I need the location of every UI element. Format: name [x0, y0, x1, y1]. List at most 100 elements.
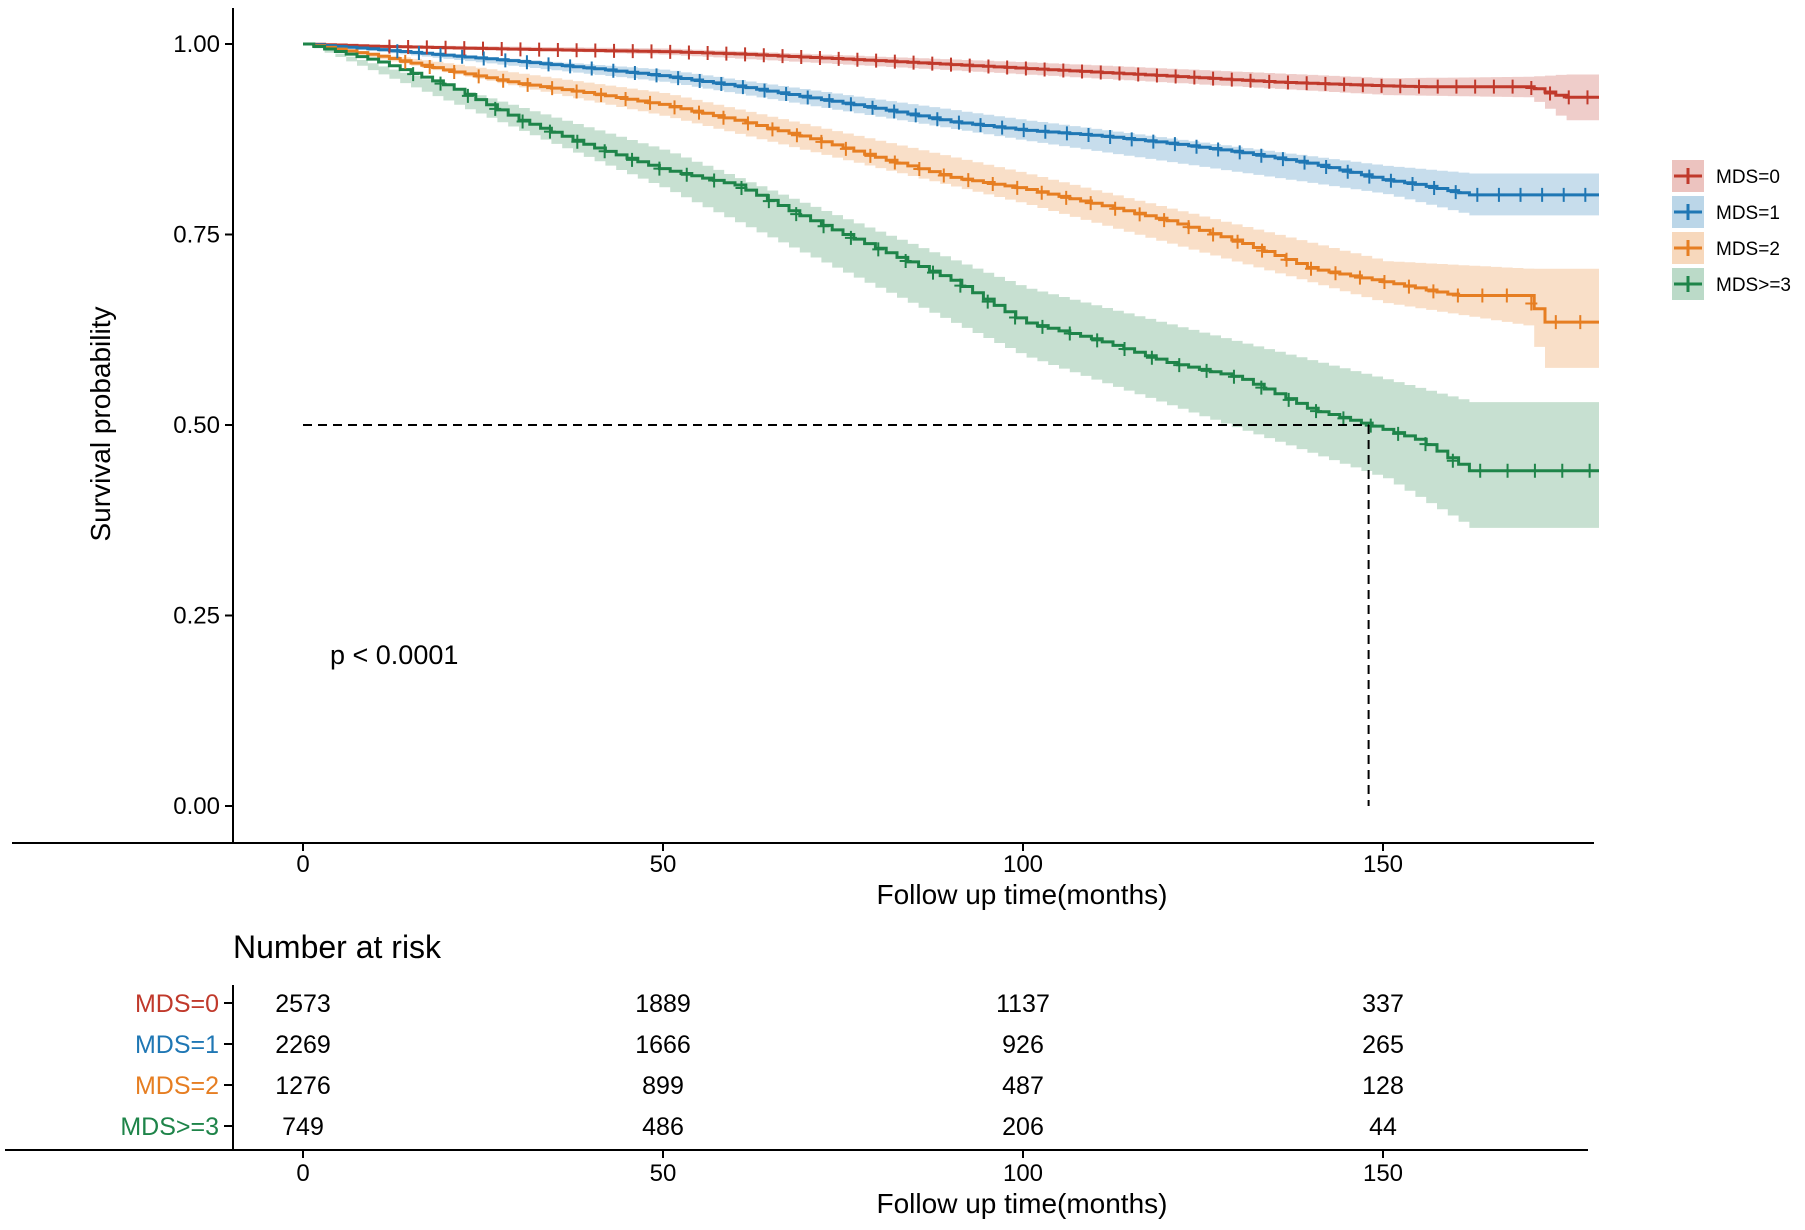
censor-mark — [1063, 326, 1076, 341]
censor-mark — [1363, 169, 1376, 184]
censor-mark — [1501, 463, 1514, 478]
censor-mark — [931, 112, 944, 127]
risk-cell: 487 — [1002, 1072, 1044, 1100]
legend-item-mds-2: MDS=2 — [1672, 232, 1780, 264]
risk-cell: 926 — [1002, 1031, 1044, 1059]
censor-mark — [982, 59, 995, 74]
censor-mark — [1300, 76, 1313, 91]
censor-mark — [626, 152, 639, 167]
censor-mark — [1506, 79, 1519, 94]
censor-mark — [570, 84, 583, 99]
censor-mark — [1536, 187, 1549, 202]
censor-mark — [1353, 270, 1366, 285]
censor-mark — [1450, 79, 1463, 94]
median-lines — [303, 424, 1370, 806]
censor-mark — [1338, 77, 1351, 92]
censor-mark — [1263, 74, 1276, 89]
censor-mark — [668, 100, 681, 115]
censor-mark — [1188, 70, 1201, 85]
risk-cell: 899 — [642, 1072, 684, 1100]
censor-mark — [399, 54, 412, 69]
censor-mark — [1200, 363, 1213, 378]
censor-mark — [1471, 187, 1484, 202]
censor-mark — [564, 59, 577, 74]
censor-mark — [680, 167, 693, 182]
legend-item-mds-0: MDS=0 — [1672, 160, 1780, 192]
censor-mark — [717, 110, 730, 125]
censor-mark — [872, 242, 885, 257]
censor-mark — [1169, 69, 1182, 84]
risk-cell: 2573 — [275, 990, 331, 1018]
censor-mark — [899, 254, 912, 269]
legend-label: MDS=1 — [1716, 203, 1780, 224]
risk-table-title: Number at risk — [233, 929, 442, 965]
censor-mark — [701, 46, 714, 61]
y-ticks: 0.00 0.25 0.50 0.75 1.00 — [173, 31, 233, 820]
risk-cell: 337 — [1362, 990, 1404, 1018]
censor-mark — [489, 101, 502, 116]
risk-cell: 265 — [1362, 1031, 1404, 1059]
axes: Survival probability Follow up time(mont… — [12, 8, 1594, 910]
censor-mark — [1487, 79, 1500, 94]
y-tick-label: 0.75 — [173, 222, 220, 249]
censor-mark — [693, 74, 706, 89]
censor-mark — [456, 49, 469, 64]
censor-mark — [1341, 164, 1354, 179]
censor-mark — [693, 105, 705, 120]
censor-mark — [813, 50, 826, 65]
censor-mark — [439, 40, 452, 55]
censor-mark — [628, 66, 641, 81]
censor-mark — [598, 144, 611, 159]
censor-mark — [1474, 463, 1487, 478]
censor-mark — [1158, 213, 1171, 228]
risk-cell: 1276 — [275, 1072, 331, 1100]
censor-mark — [986, 176, 999, 191]
legend-label: MDS=2 — [1716, 239, 1780, 260]
censor-mark — [1109, 201, 1122, 216]
censor-mark — [1446, 453, 1459, 468]
censor-mark — [954, 278, 967, 293]
risk-cell: 2269 — [275, 1031, 331, 1059]
censor-mark — [839, 141, 852, 156]
censor-mark — [866, 100, 879, 115]
censor-mark — [762, 194, 775, 209]
censor-mark — [1256, 243, 1269, 258]
censor-mark — [1207, 227, 1220, 242]
censor-mark — [1298, 155, 1311, 170]
risk-x-tick-label: 150 — [1363, 1160, 1403, 1187]
censor-mark — [1082, 127, 1095, 142]
censor-mark — [1413, 79, 1425, 94]
censor-mark — [664, 44, 677, 59]
risk-cell: 1889 — [635, 990, 691, 1018]
censor-mark — [672, 71, 685, 86]
censor-mark — [1469, 79, 1482, 94]
censor-mark — [1276, 152, 1289, 167]
censor-mark — [1057, 63, 1070, 78]
censor-mark — [1001, 60, 1014, 75]
censor-mark — [407, 67, 420, 82]
censor-mark — [1255, 380, 1268, 395]
censor-mark — [1125, 132, 1138, 147]
censor-mark — [780, 87, 793, 102]
censor-mark — [1035, 185, 1048, 200]
risk-row-label: MDS=0 — [135, 990, 219, 1018]
censor-mark — [542, 57, 555, 72]
risk-table: Number at risk Follow up time(months) — [5, 929, 1588, 1219]
censor-mark — [1431, 79, 1444, 94]
censor-mark — [981, 294, 994, 309]
censor-mark — [1549, 315, 1562, 330]
censor-mark — [1147, 134, 1160, 149]
censor-mark — [644, 95, 657, 110]
censor-mark — [1492, 187, 1505, 202]
censor-mark — [1212, 142, 1225, 157]
censor-mark — [795, 50, 808, 65]
risk-cell: 128 — [1362, 1072, 1404, 1100]
risk-row-label: MDS>=3 — [120, 1113, 219, 1141]
legend-line-icon — [1674, 240, 1702, 256]
censor-mark — [585, 61, 598, 76]
censor-mark — [1132, 67, 1145, 82]
censor-mark — [608, 43, 621, 58]
censor-group-mds-1 — [391, 44, 1592, 202]
censor-mark — [1104, 130, 1117, 145]
